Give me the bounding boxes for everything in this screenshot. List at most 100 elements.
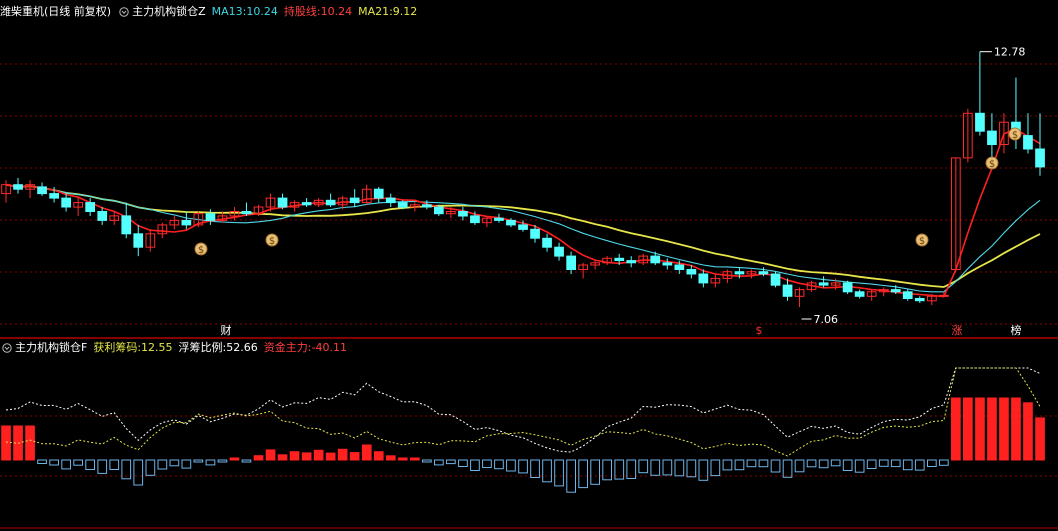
candle-body: [313, 199, 324, 206]
money-bag-icon: [194, 242, 208, 256]
capital-flow-bar: [530, 459, 540, 478]
capital-flow-bar: [73, 459, 84, 466]
capital-flow-bar: [109, 459, 120, 470]
capital-flow-bar: [506, 459, 516, 472]
candle-body: [746, 271, 757, 275]
money-bag-icon-glyph: $: [1012, 130, 1018, 141]
candle-body: [265, 197, 276, 208]
indicator-name[interactable]: 主力机构锁仓Z: [132, 5, 206, 18]
money-bag-icon: [915, 233, 929, 247]
capital-flow-bar: [782, 459, 793, 478]
capital-flow-bar: [542, 459, 552, 483]
capital-flow-bar: [590, 459, 600, 485]
capital-flow-bar: [902, 459, 913, 471]
capital-flow-bar: [1011, 397, 1021, 461]
capital-flow-bar: [686, 459, 697, 478]
candle-body: [97, 211, 108, 221]
float-ratio-line: [5, 367, 1041, 453]
candle-body: [349, 197, 360, 204]
candle-body: [602, 257, 612, 264]
capital-flow-bar: [674, 459, 685, 477]
capital-flow-bar: [265, 449, 276, 461]
candle-body: [758, 271, 769, 275]
money-bag-icon-glyph: $: [989, 159, 995, 170]
candle-body: [662, 262, 673, 266]
candle-body: [530, 228, 540, 239]
candle-body: [1, 184, 11, 195]
capital-flow-bar: [650, 459, 661, 476]
candle-body: [85, 202, 96, 213]
float-ratio-readout: 浮筹比例:52.66: [178, 341, 258, 354]
capital-flow-bar: [842, 459, 853, 471]
candle-body: [698, 273, 709, 284]
hold-line: [5, 128, 1041, 298]
event-marker-cai: 财: [221, 323, 232, 337]
stock-title: 潍柴重机(日线 前复权): [0, 5, 112, 18]
money-bag-icon-glyph: $: [198, 245, 204, 256]
candle-body: [939, 294, 949, 297]
candle-body: [686, 269, 697, 275]
capital-flow-bar: [554, 459, 564, 487]
capital-flow-bar: [1023, 402, 1033, 461]
sub-indicator-name[interactable]: 主力机构锁仓F: [15, 341, 88, 354]
capital-flow-bar: [818, 459, 829, 469]
capital-flow-bar: [205, 459, 216, 466]
capital-flow-bar: [722, 459, 733, 471]
money-bag-icon: [1008, 127, 1022, 141]
capital-flow-bar: [914, 459, 925, 471]
capital-flow-bar: [758, 459, 769, 468]
capital-flow-bar: [157, 459, 168, 470]
capital-flow-bar: [698, 459, 709, 481]
capital-flow-bar: [97, 459, 108, 474]
capital-flow-bar: [241, 459, 252, 463]
candle-body: [49, 193, 59, 199]
capital-flow-bar: [770, 459, 781, 473]
capital-flow-bar: [349, 452, 360, 461]
candle-body: [494, 217, 504, 221]
capital-flow-bar: [494, 459, 504, 470]
capital-flow-bar: [277, 454, 288, 461]
capital-flow-bar: [410, 457, 420, 461]
capital-flow-bar: [566, 459, 576, 493]
capital-flow-bar: [361, 444, 372, 461]
capital-flow-bar: [578, 459, 588, 489]
candle-body: [566, 255, 576, 271]
capital-flow-bar: [470, 459, 480, 471]
capital-flow-bar: [373, 451, 384, 461]
capital-flow-bar: [710, 459, 721, 477]
capital-flow-bar: [987, 397, 997, 461]
capital-flow-bar: [193, 459, 204, 463]
capital-flow-bar: [830, 459, 841, 467]
candle-body: [301, 202, 312, 206]
candle-body: [482, 217, 492, 224]
candle-body: [253, 206, 264, 215]
candle-body: [794, 289, 805, 297]
capital-flow-bar: [734, 459, 745, 471]
candle-body: [169, 219, 180, 226]
candle-body: [25, 184, 35, 190]
event-marker-dollar: $: [756, 324, 763, 337]
money-bag-icon: [265, 233, 279, 247]
capital-flow-bar: [482, 459, 492, 468]
dropdown-icon[interactable]: [2, 343, 12, 353]
candle-body: [470, 215, 480, 224]
candle-body: [289, 202, 300, 208]
capital-flow-bar: [61, 459, 71, 470]
dropdown-icon[interactable]: [119, 7, 129, 17]
hold-line-readout: 持股线:10.24: [283, 5, 353, 18]
candle-body: [385, 197, 396, 204]
candle-body: [842, 282, 853, 293]
money-bag-icon-glyph: $: [919, 236, 925, 247]
capital-flow-bar: [975, 397, 985, 461]
candle-body: [73, 202, 84, 208]
capital-flow-bar: [878, 459, 889, 467]
capital-flow-bar: [446, 459, 456, 465]
ma13-readout: MA13:10.24: [211, 5, 278, 18]
capital-flow-bar: [181, 459, 192, 469]
candle-body: [542, 237, 552, 248]
capital-flow-bar: [626, 459, 637, 479]
candle-body: [770, 273, 781, 286]
sub-chart-header: 主力机构锁仓F 获利筹码:12.55 浮筹比例:52.66 资金主力:-40.1…: [0, 339, 353, 357]
candle-body: [446, 211, 456, 215]
